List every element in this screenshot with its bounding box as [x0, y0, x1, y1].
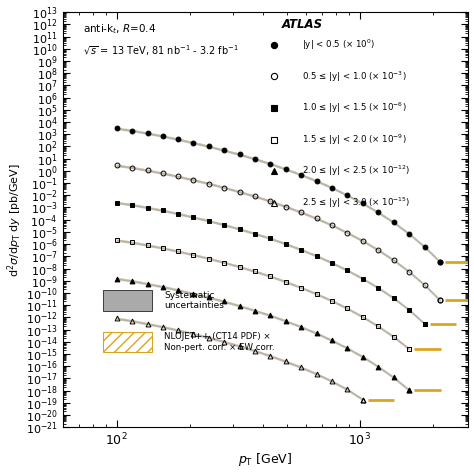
- X-axis label: $p_{\mathrm{T}}$ [GeV]: $p_{\mathrm{T}}$ [GeV]: [238, 451, 292, 468]
- Bar: [103, 290, 152, 311]
- Text: 2.5 ≤ |y| < 3.0 (× 10$^{-15}$): 2.5 ≤ |y| < 3.0 (× 10$^{-15}$): [302, 195, 410, 210]
- Bar: [103, 332, 152, 353]
- Text: 2.0 ≤ |y| < 2.5 (× 10$^{-12}$): 2.0 ≤ |y| < 2.5 (× 10$^{-12}$): [302, 164, 410, 178]
- Text: $\sqrt{s}$ = 13 TeV, 81 nb$^{-1}$ - 3.2 fb$^{-1}$: $\sqrt{s}$ = 13 TeV, 81 nb$^{-1}$ - 3.2 …: [83, 43, 238, 58]
- Text: 0.5 ≤ |y| < 1.0 (× 10$^{-3}$): 0.5 ≤ |y| < 1.0 (× 10$^{-3}$): [302, 69, 407, 84]
- Text: anti-k$_{t}$, $R$=0.4: anti-k$_{t}$, $R$=0.4: [83, 23, 156, 36]
- Text: 1.5 ≤ |y| < 2.0 (× 10$^{-9}$): 1.5 ≤ |y| < 2.0 (× 10$^{-9}$): [302, 132, 407, 147]
- Bar: [103, 332, 152, 353]
- Y-axis label: d$^{2}\sigma$/d$p_{\mathrm{T}}$ d$y$ [pb/GeV]: d$^{2}\sigma$/d$p_{\mathrm{T}}$ d$y$ [pb…: [6, 163, 24, 277]
- Text: ATLAS: ATLAS: [282, 18, 323, 31]
- Text: |y| < 0.5 (× 10$^{0}$): |y| < 0.5 (× 10$^{0}$): [302, 38, 375, 52]
- Text: NLOJET++ (CT14 PDF) ×
Non-pert. corr. × EW corr.: NLOJET++ (CT14 PDF) × Non-pert. corr. × …: [164, 332, 274, 352]
- Text: 1.0 ≤ |y| < 1.5 (× 10$^{-6}$): 1.0 ≤ |y| < 1.5 (× 10$^{-6}$): [302, 101, 407, 115]
- Text: Systematic
uncertainties: Systematic uncertainties: [164, 291, 224, 310]
